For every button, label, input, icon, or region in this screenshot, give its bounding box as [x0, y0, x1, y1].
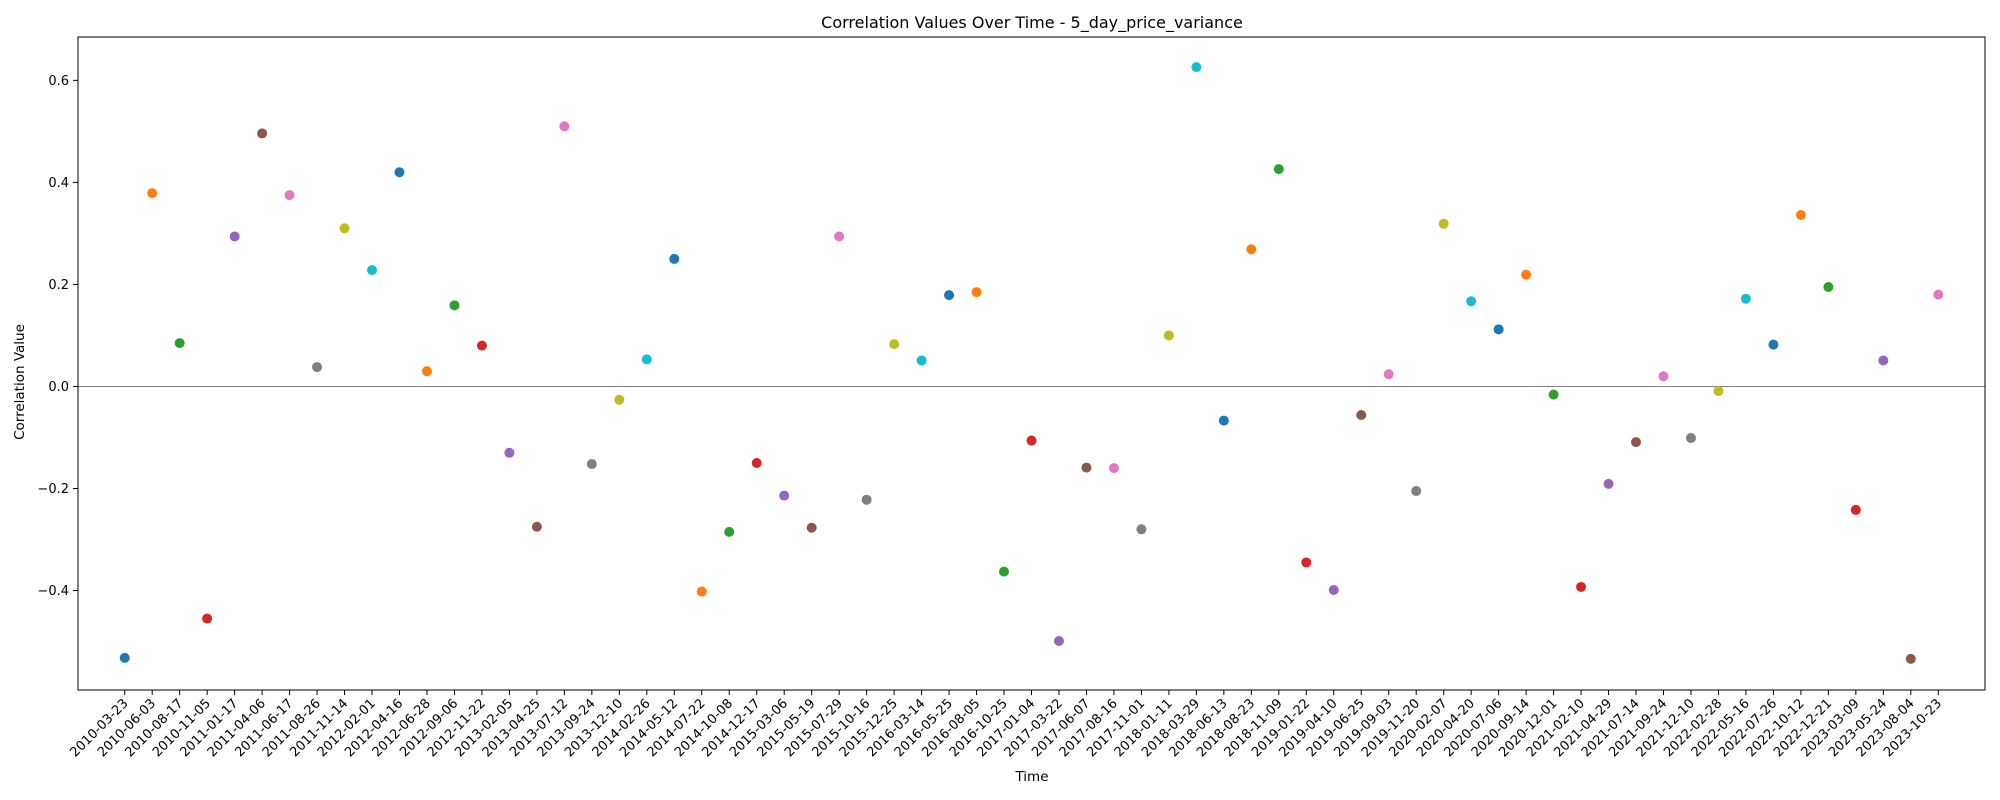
- data-point: [202, 613, 213, 624]
- data-point: [1356, 410, 1367, 421]
- data-point: [1795, 210, 1806, 221]
- data-point: [119, 652, 130, 663]
- y-axis-label: Correlation Value: [12, 324, 28, 440]
- data-point: [1136, 524, 1147, 535]
- y-tick-label: 0.6: [48, 74, 69, 89]
- data-point: [559, 121, 570, 132]
- data-point: [1026, 435, 1037, 446]
- data-point: [751, 457, 762, 468]
- data-point: [806, 522, 817, 533]
- data-point: [696, 586, 707, 597]
- y-tick-label: −0.2: [37, 482, 69, 497]
- data-point: [724, 526, 735, 537]
- data-point: [669, 253, 680, 264]
- data-point: [339, 223, 350, 234]
- y-tick-label: 0.4: [48, 176, 69, 191]
- plot-area: −0.4−0.20.00.20.40.62010-03-232010-06-03…: [37, 36, 1986, 760]
- data-point: [367, 265, 378, 276]
- data-point: [1163, 330, 1174, 341]
- data-point: [861, 494, 872, 505]
- data-point: [1850, 504, 1861, 515]
- data-point: [1631, 437, 1642, 448]
- data-point: [1438, 218, 1449, 229]
- data-point: [1933, 289, 1944, 300]
- data-point: [1053, 636, 1064, 647]
- data-point: [1658, 371, 1669, 382]
- data-point: [1713, 386, 1724, 397]
- axes-frame: [77, 36, 1986, 691]
- data-point: [1081, 462, 1092, 473]
- data-point: [504, 447, 515, 458]
- data-point: [971, 287, 982, 298]
- data-point: [1823, 281, 1834, 292]
- data-point: [394, 167, 405, 178]
- data-point: [1411, 486, 1422, 497]
- data-point: [1685, 432, 1696, 443]
- data-point: [1740, 293, 1751, 304]
- data-point: [421, 366, 432, 377]
- y-tick-label: 0.0: [48, 380, 69, 395]
- data-point: [1521, 269, 1532, 280]
- data-point: [916, 355, 927, 366]
- data-point: [641, 354, 652, 365]
- x-axis-label: Time: [1014, 769, 1048, 785]
- data-point: [1328, 585, 1339, 596]
- data-point: [889, 339, 900, 350]
- data-point: [1273, 164, 1284, 175]
- data-point: [1603, 478, 1614, 489]
- data-point: [779, 490, 790, 501]
- data-point: [1466, 296, 1477, 307]
- data-point: [1905, 653, 1916, 664]
- data-point: [312, 362, 323, 373]
- data-point: [1218, 415, 1229, 426]
- data-point: [174, 338, 185, 349]
- data-point: [147, 188, 158, 199]
- data-point: [1493, 324, 1504, 335]
- data-point: [449, 300, 460, 311]
- data-point: [1301, 557, 1312, 568]
- data-point: [257, 128, 268, 139]
- data-point: [1108, 463, 1119, 474]
- data-point: [1548, 389, 1559, 400]
- data-point: [531, 521, 542, 532]
- data-point: [1768, 339, 1779, 350]
- data-point: [1383, 369, 1394, 380]
- data-point: [476, 340, 487, 351]
- data-point: [586, 459, 597, 470]
- data-point: [614, 394, 625, 405]
- y-tick-label: 0.2: [48, 278, 69, 293]
- data-point: [1576, 581, 1587, 592]
- data-point: [1191, 62, 1202, 73]
- y-tick-label: −0.4: [37, 584, 69, 599]
- data-point: [999, 566, 1010, 577]
- chart-title: Correlation Values Over Time - 5_day_pri…: [821, 13, 1243, 33]
- data-point: [944, 290, 955, 301]
- data-point: [1246, 244, 1257, 255]
- data-point: [284, 190, 295, 201]
- data-point: [229, 231, 240, 242]
- data-point: [1878, 355, 1889, 366]
- data-point: [834, 231, 845, 242]
